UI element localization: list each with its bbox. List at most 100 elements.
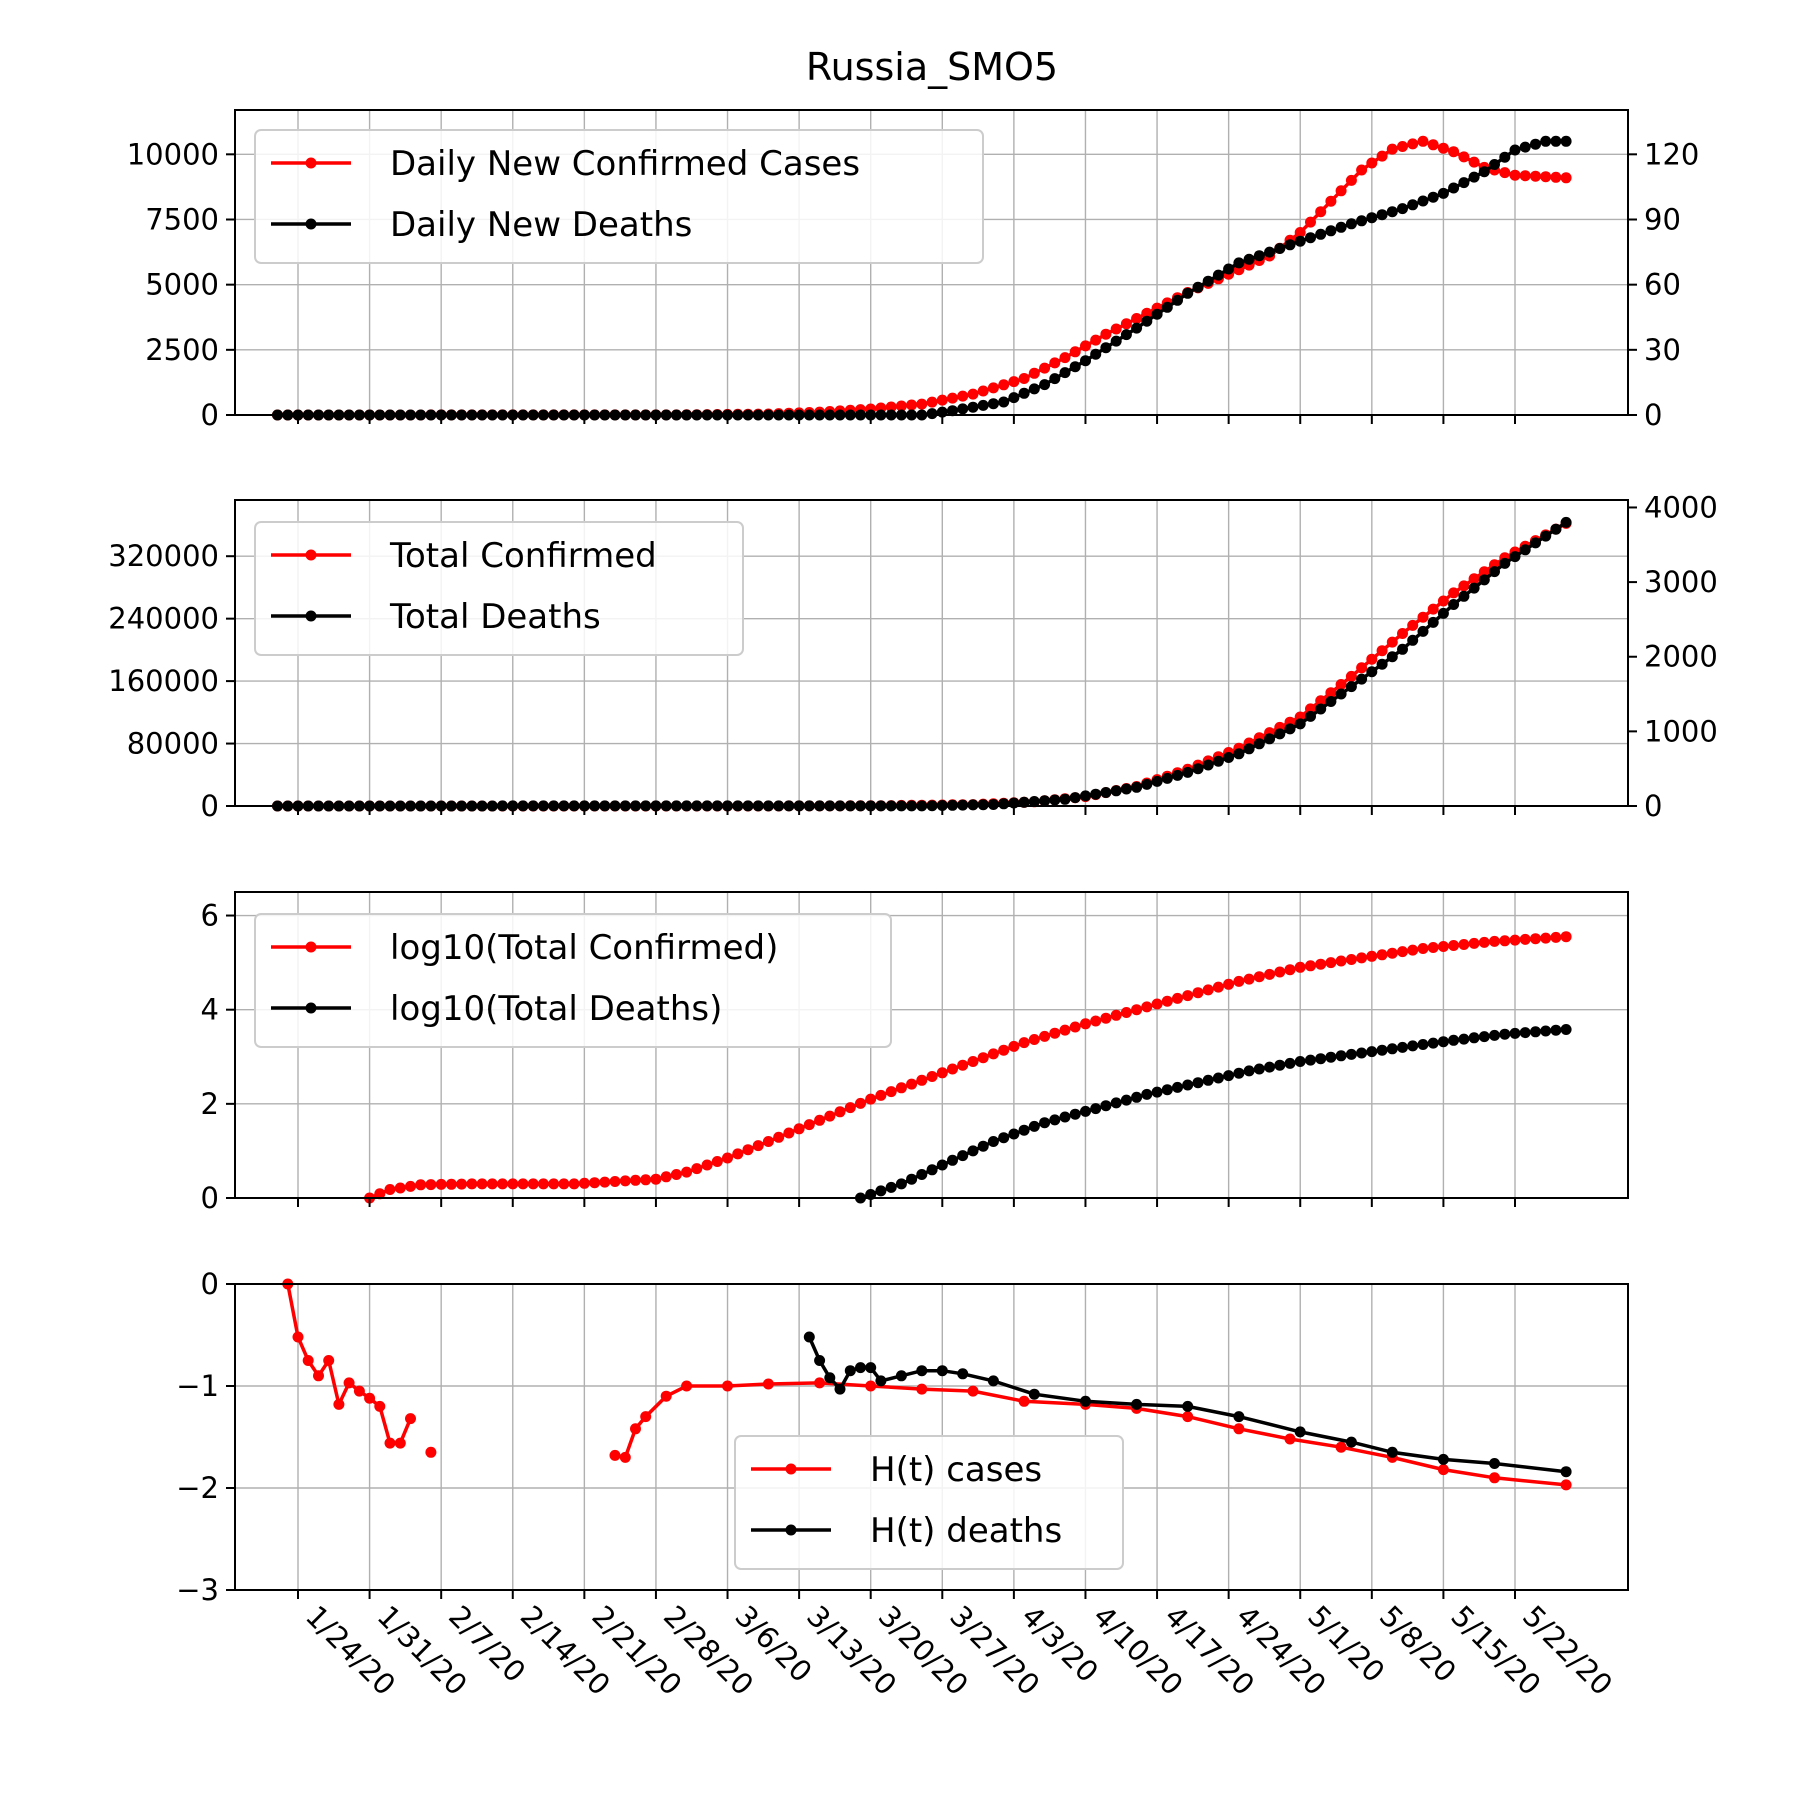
data-point xyxy=(1131,322,1143,334)
data-point xyxy=(1417,1039,1429,1050)
data-point xyxy=(987,398,999,410)
data-point xyxy=(1407,138,1419,150)
data-point xyxy=(947,1154,958,1166)
data-point xyxy=(967,1385,979,1397)
data-point xyxy=(1305,1054,1316,1066)
data-point xyxy=(1100,1012,1112,1024)
data-point xyxy=(1182,287,1194,299)
data-point xyxy=(1274,1059,1286,1071)
series-line xyxy=(859,1027,1567,1200)
data-point xyxy=(1151,775,1163,787)
data-point xyxy=(1315,958,1327,970)
data-point xyxy=(1315,206,1327,218)
data-point xyxy=(1039,362,1051,374)
data-point xyxy=(517,1178,529,1190)
data-point xyxy=(875,1089,887,1101)
data-point xyxy=(609,1449,621,1461)
data-point xyxy=(1100,1100,1112,1112)
data-point xyxy=(1530,1026,1541,1038)
y-tick-label: 10000 xyxy=(127,137,219,171)
data-point xyxy=(558,1178,570,1190)
data-point xyxy=(425,1446,437,1458)
data-point xyxy=(936,1159,948,1171)
series-log10-total-deaths- xyxy=(855,1024,1572,1204)
data-point xyxy=(834,1106,846,1118)
x-tick-labels: 1/24/201/31/202/7/202/14/202/21/202/28/2… xyxy=(299,1599,1619,1702)
data-point xyxy=(1437,1036,1449,1048)
data-point xyxy=(834,1383,846,1395)
data-point xyxy=(292,1331,304,1343)
data-point xyxy=(1335,1441,1347,1453)
data-point xyxy=(1212,269,1224,281)
data-point xyxy=(1151,1086,1163,1098)
data-point xyxy=(1478,166,1490,178)
data-point xyxy=(1233,1067,1245,1079)
data-point xyxy=(640,1174,652,1186)
data-point xyxy=(1499,167,1511,179)
data-point xyxy=(1345,681,1357,693)
data-point xyxy=(394,1182,406,1194)
data-point xyxy=(1018,1037,1030,1049)
data-point xyxy=(435,1178,447,1190)
data-point xyxy=(405,1413,416,1425)
panel-hurst: −3 −2 −1 0 H(t) cases H(t) deaths xyxy=(176,1267,1629,1607)
data-point xyxy=(1560,172,1572,184)
data-point xyxy=(732,1148,744,1160)
data-point xyxy=(1192,987,1204,999)
data-point xyxy=(711,1156,723,1167)
data-point xyxy=(1172,769,1183,781)
data-point xyxy=(1335,221,1347,233)
data-point xyxy=(1090,788,1102,800)
data-point xyxy=(374,1400,386,1412)
data-point xyxy=(1489,1472,1500,1484)
data-point xyxy=(650,1173,662,1185)
data-point xyxy=(1202,759,1214,771)
data-point xyxy=(394,1437,406,1449)
data-point xyxy=(578,1177,590,1189)
data-point xyxy=(1530,170,1541,182)
data-point xyxy=(1182,1400,1194,1412)
data-point xyxy=(1386,636,1398,648)
data-point xyxy=(916,1074,928,1086)
data-point xyxy=(1049,373,1061,385)
data-point xyxy=(722,1152,733,1164)
data-point xyxy=(507,1178,519,1190)
data-point xyxy=(1407,1040,1419,1052)
data-point xyxy=(1100,328,1112,340)
data-point xyxy=(814,1355,826,1366)
data-point xyxy=(1131,1004,1143,1016)
data-point xyxy=(1110,335,1122,347)
data-point xyxy=(681,1380,693,1392)
y2-tick-label: 1000 xyxy=(1644,714,1718,748)
data-point xyxy=(1540,171,1552,183)
data-point xyxy=(619,1451,631,1463)
data-point xyxy=(1151,308,1163,320)
data-point xyxy=(1172,992,1183,1004)
data-point xyxy=(568,1178,580,1190)
data-point xyxy=(1172,294,1183,306)
data-point xyxy=(1499,1028,1511,1040)
data-point xyxy=(967,799,979,811)
data-point xyxy=(1448,182,1460,194)
data-point xyxy=(1059,1111,1071,1123)
data-point xyxy=(1049,1114,1061,1126)
data-point xyxy=(1223,1070,1235,1082)
data-point xyxy=(1018,373,1030,384)
data-point xyxy=(936,1067,948,1079)
data-point xyxy=(752,1140,764,1152)
data-point xyxy=(1407,199,1419,211)
data-point xyxy=(773,1131,785,1143)
y-tick-label: 320000 xyxy=(108,539,219,573)
y2-tick-label: 0 xyxy=(1644,398,1662,432)
data-point xyxy=(1131,1091,1143,1103)
data-point xyxy=(1039,795,1051,807)
data-point xyxy=(1509,169,1521,181)
data-point xyxy=(1448,1034,1460,1046)
data-point xyxy=(1274,243,1286,254)
data-point xyxy=(998,379,1010,391)
data-point xyxy=(1264,1061,1276,1073)
data-point xyxy=(599,1176,611,1188)
data-point xyxy=(1366,1046,1378,1058)
data-point xyxy=(1090,348,1102,360)
data-point xyxy=(1182,766,1194,778)
